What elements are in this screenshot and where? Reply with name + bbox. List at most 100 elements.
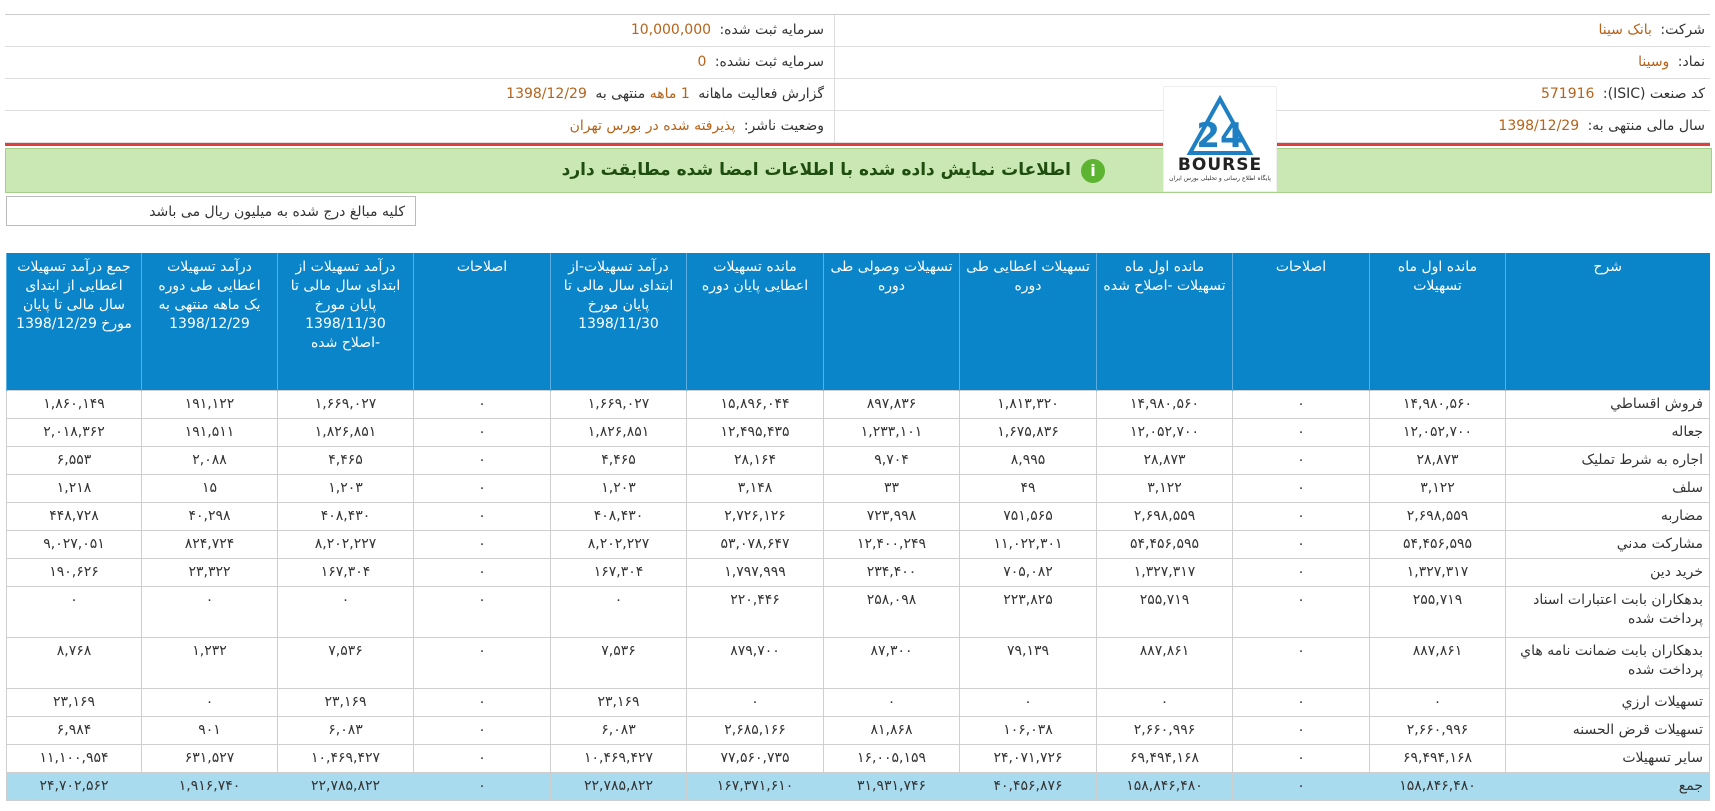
table-row: فروش اقساطي ۱۴,۹۸۰,۵۶۰ ۰ ۱۴,۹۸۰,۵۶۰ ۱,۸۱۳,۳۲… — [6, 390, 1710, 419]
table-cell: ۲,۶۶۰,۹۹۶ — [1096, 716, 1233, 745]
column-header: اصلاحات — [413, 253, 551, 391]
info-row-2: نماد: وسینا سرمایه ثبت نشده: 0 — [5, 47, 1710, 79]
row-description: خريد دين — [1505, 558, 1710, 587]
table-cell: ۱۹۱,۵۱۱ — [141, 418, 278, 447]
table-cell: ۲۳,۱۶۹ — [550, 688, 687, 717]
table-cell: ۱۲,۰۵۲,۷۰۰ — [1096, 418, 1233, 447]
table-cell: ۴۰۸,۴۳۰ — [277, 502, 414, 531]
table-cell: ۰ — [1232, 772, 1370, 801]
table-cell: ۱,۲۳۲ — [141, 637, 278, 689]
table-cell: ۲,۶۹۸,۵۵۹ — [1369, 502, 1506, 531]
table-row: بدهکاران بابت اعتبارات اسناد پرداخت شده ۲… — [6, 586, 1710, 638]
table-cell: ۱,۸۶۰,۱۴۹ — [6, 390, 142, 419]
column-header: مانده اول ماه تسهیلات — [1369, 253, 1506, 391]
table-cell: ۶,۰۸۳ — [550, 716, 687, 745]
table-cell: ۰ — [413, 530, 551, 559]
report-field: گزارش فعالیت ماهانه 1 ماهه منتهی به 1398… — [4, 79, 835, 110]
table-cell: ۴۹ — [959, 474, 1097, 503]
publisher-status-label: وضعیت ناشر: — [743, 118, 824, 134]
table-cell: ۰ — [823, 688, 960, 717]
column-header: تسهیلات وصولی طی دوره — [823, 253, 960, 391]
svg-text:24: 24 — [1196, 116, 1243, 156]
table-cell: ۰ — [1232, 637, 1370, 689]
table-cell: ۰ — [413, 744, 551, 773]
row-description: مضاربه — [1505, 502, 1710, 531]
report-date: 1398/12/29 — [506, 86, 587, 102]
fiscal-year-field: سال مالی منتهی به: 1398/12/29 — [875, 111, 1705, 142]
table-cell: ۳,۱۲۲ — [1369, 474, 1506, 503]
row-description: تسهيلات قرض الحسنه — [1505, 716, 1710, 745]
table-cell: ۱۵,۸۹۶,۰۴۴ — [686, 390, 824, 419]
column-header: اصلاحات — [1232, 253, 1370, 391]
table-cell: ۹,۰۲۷,۰۵۱ — [6, 530, 142, 559]
table-cell: ۲۵۵,۷۱۹ — [1369, 586, 1506, 638]
table-cell: ۲۳,۱۶۹ — [277, 688, 414, 717]
table-cell: ۸۸۷,۸۶۱ — [1096, 637, 1233, 689]
table-cell: ۰ — [1232, 688, 1370, 717]
table-cell: ۰ — [413, 586, 551, 638]
table-cell: ۲,۷۲۶,۱۲۶ — [686, 502, 824, 531]
table-cell: ۲۳,۱۶۹ — [6, 688, 142, 717]
table-cell: ۱۴,۹۸۰,۵۶۰ — [1096, 390, 1233, 419]
table-cell: ۰ — [141, 586, 278, 638]
capital-value: 10,000,000 — [630, 22, 712, 38]
table-cell: ۷۲۳,۹۹۸ — [823, 502, 960, 531]
table-cell: ۰ — [1096, 688, 1233, 717]
report-prefix: گزارش فعالیت ماهانه — [698, 86, 824, 102]
table-cell: ۱۰,۴۶۹,۴۲۷ — [277, 744, 414, 773]
table-cell: ۲۵۵,۷۱۹ — [1096, 586, 1233, 638]
table-cell: ۱۹۱,۱۲۲ — [141, 390, 278, 419]
table-cell: ۱۵ — [141, 474, 278, 503]
bourse-24-logo: 24 BOURSE پایگاه اطلاع رسانی و تحلیلی بو… — [1163, 86, 1277, 192]
isic-value: 571916 — [1540, 86, 1595, 102]
info-row-1: شرکت: بانک سینا سرمایه ثبت شده: 10,000,0… — [5, 15, 1710, 47]
table-cell: ۴,۴۶۵ — [277, 446, 414, 475]
table-cell: ۸,۹۹۵ — [959, 446, 1097, 475]
table-cell: ۰ — [141, 688, 278, 717]
table-cell: ۰ — [1232, 502, 1370, 531]
table-row: تسهيلات ارزي ۰ ۰ ۰ ۰ ۰ ۰ ۲۳,۱۶۹ ۰ ۲۳,۱۶۹ ۰ ۲۳,۱۶۹ — [6, 688, 1710, 717]
table-cell: ۲۴,۷۰۲,۵۶۲ — [6, 772, 142, 801]
table-cell: ۸۲۴,۷۲۴ — [141, 530, 278, 559]
table-cell: ۰ — [413, 772, 551, 801]
table-cell: ۱,۸۲۶,۸۵۱ — [277, 418, 414, 447]
table-body: فروش اقساطي ۱۴,۹۸۰,۵۶۰ ۰ ۱۴,۹۸۰,۵۶۰ ۱,۸۱۳,۳۲… — [6, 390, 1710, 801]
facilities-table: شرح مانده اول ماه تسهیلات اصلاحات مانده اول… — [6, 253, 1710, 801]
table-cell: ۱۰,۴۶۹,۴۲۷ — [550, 744, 687, 773]
verification-text: اطلاعات نمایش داده شده با اطلاعات امضا ش… — [561, 160, 1071, 180]
table-cell: ۱۹۰,۶۲۶ — [6, 558, 142, 587]
row-description: مشارکت مدني — [1505, 530, 1710, 559]
table-header-row: شرح مانده اول ماه تسهیلات اصلاحات مانده اول… — [6, 253, 1710, 391]
table-cell: ۲۸,۸۷۳ — [1369, 446, 1506, 475]
table-cell: ۷۰۵,۰۸۲ — [959, 558, 1097, 587]
table-cell: ۲,۰۸۸ — [141, 446, 278, 475]
table-row: مضاربه ۲,۶۹۸,۵۵۹ ۰ ۲,۶۹۸,۵۵۹ ۷۵۱,۵۶۵ ۷۲۳,۹۹۸ ۲… — [6, 502, 1710, 531]
table-cell: ۰ — [1369, 688, 1506, 717]
publisher-status-value: پذیرفته شده در بورس تهران — [569, 118, 736, 134]
info-row-3: کد صنعت (ISIC): 571916 گزارش فعالیت ماها… — [5, 79, 1710, 111]
table-row: جعاله ۱۲,۰۵۲,۷۰۰ ۰ ۱۲,۰۵۲,۷۰۰ ۱,۶۷۵,۸۳۶ ۱,۲۳۳… — [6, 418, 1710, 447]
publisher-status-field: وضعیت ناشر: پذیرفته شده در بورس تهران — [4, 111, 835, 142]
table-cell: ۲۲,۷۸۵,۸۲۲ — [550, 772, 687, 801]
total-row: جمع ۱۵۸,۸۴۶,۴۸۰ ۰ ۱۵۸,۸۴۶,۴۸۰ ۴۰,۴۵۶,۸۷۶ ۳۱,۹… — [6, 772, 1710, 801]
isic-field: کد صنعت (ISIC): 571916 — [875, 79, 1705, 110]
table-cell: ۰ — [413, 446, 551, 475]
table-cell: ۳,۱۴۸ — [686, 474, 824, 503]
table-cell: ۰ — [1232, 530, 1370, 559]
table-cell: ۷۵۱,۵۶۵ — [959, 502, 1097, 531]
row-description: سلف — [1505, 474, 1710, 503]
isic-label: کد صنعت (ISIC): — [1602, 86, 1705, 102]
table-cell: ۱۴,۹۸۰,۵۶۰ — [1369, 390, 1506, 419]
table-cell: ۱,۷۹۷,۹۹۹ — [686, 558, 824, 587]
table-cell: ۸۸۷,۸۶۱ — [1369, 637, 1506, 689]
row-description: بدهکاران بابت اعتبارات اسناد پرداخت شده — [1505, 586, 1710, 638]
table-row: مشارکت مدني ۵۴,۴۵۶,۵۹۵ ۰ ۵۴,۴۵۶,۵۹۵ ۱۱,۰۲۲,۳… — [6, 530, 1710, 559]
table-cell: ۴۰۸,۴۳۰ — [550, 502, 687, 531]
table-row: اجاره به شرط تمليک ۲۸,۸۷۳ ۰ ۲۸,۸۷۳ ۸,۹۹۵ ۹,۷۰… — [6, 446, 1710, 475]
table-cell: ۰ — [1232, 744, 1370, 773]
column-header: شرح — [1505, 253, 1710, 391]
table-cell: ۲۲۰,۴۴۶ — [686, 586, 824, 638]
table-cell: ۲۲۳,۸۲۵ — [959, 586, 1097, 638]
info-check-icon: i — [1081, 158, 1105, 183]
row-description: فروش اقساطي — [1505, 390, 1710, 419]
